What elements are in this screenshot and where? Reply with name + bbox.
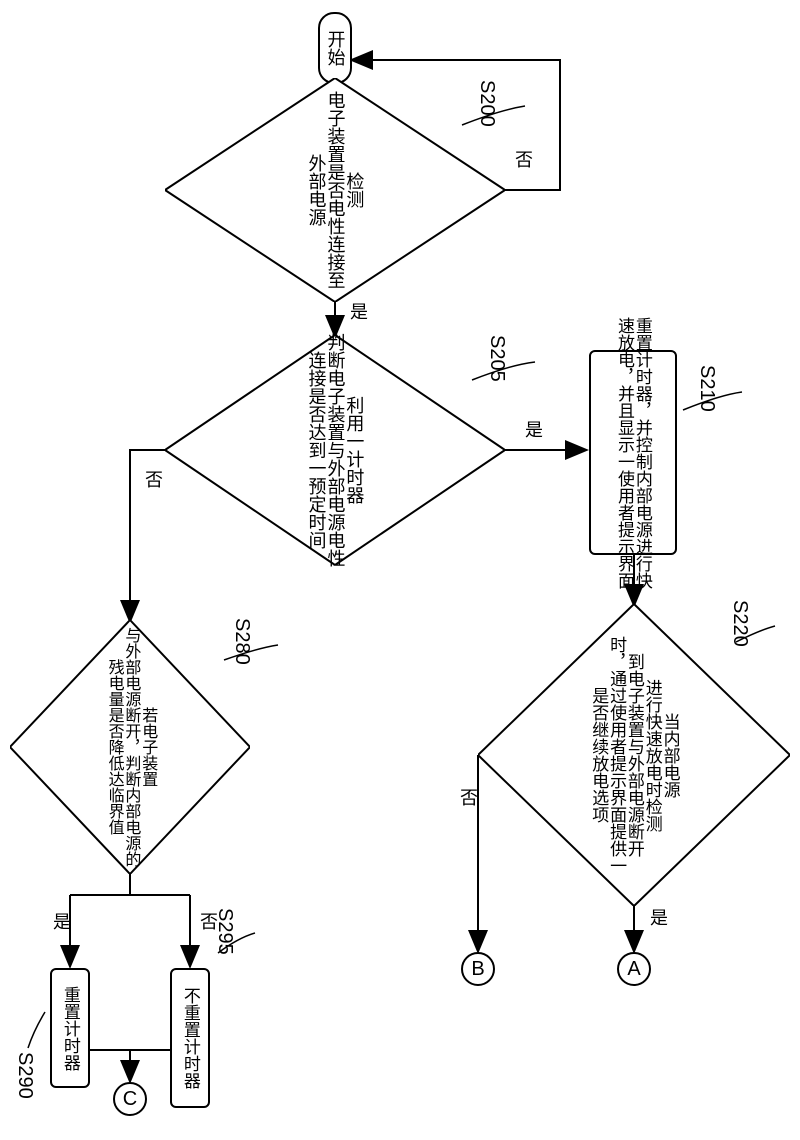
process-s290-text: 重置计时器: [61, 986, 79, 1071]
connector-b-label: B: [471, 958, 484, 981]
step-id-s290: S290: [13, 1052, 36, 1099]
connector-c-label: C: [123, 1088, 137, 1111]
s220-yes: 是: [645, 908, 671, 926]
process-s210-text: 重置计时器，并控制内部电源进行快 速放电，并且显示一使用者提示界面: [615, 317, 651, 589]
connector-c: C: [113, 1082, 147, 1116]
decision-s280: 若电子装置 与外部电源断开，判断内部电源的 残电量是否降低达临界值: [10, 620, 250, 874]
connector-b: B: [461, 952, 495, 986]
step-id-s205: S205: [485, 335, 508, 382]
connector-a: A: [617, 952, 651, 986]
connector-a-label: A: [627, 958, 640, 981]
process-s210: 重置计时器，并控制内部电源进行快 速放电，并且显示一使用者提示界面: [589, 350, 677, 555]
s220-no: 否: [455, 788, 481, 806]
s200-no: 否: [510, 150, 536, 168]
process-s290: 重置计时器: [50, 968, 90, 1088]
s200-yes: 是: [345, 302, 371, 320]
decision-s220: 当内部电源 进行快速放电时检测 到电子装置与外部电源断开 时，通过使用者提示界面…: [478, 604, 790, 906]
decision-s220-text: 当内部电源 进行快速放电时检测 到电子装置与外部电源断开 时，通过使用者提示界面…: [589, 636, 678, 874]
process-s295: 不重置计时器: [170, 968, 210, 1108]
decision-s200: 检测 电子装置是否电性连接至 外部电源: [165, 78, 505, 302]
step-id-s210: S210: [695, 365, 718, 412]
step-id-s295: S295: [213, 908, 236, 955]
start-label: 开始: [326, 30, 345, 66]
step-id-s200: S200: [475, 80, 498, 127]
s280-yes: 是: [48, 912, 74, 930]
decision-s205-text: 利用一计时器 判断电子装置与外部电源电性 连接是否达到一预定时间: [307, 333, 364, 567]
decision-s200-text: 检测 电子装置是否电性连接至 外部电源: [307, 91, 364, 289]
s205-yes: 是: [520, 420, 546, 438]
process-s295-text: 不重置计时器: [181, 987, 199, 1089]
start-terminal: 开始: [318, 12, 352, 84]
step-id-s280: S280: [230, 618, 253, 665]
decision-s205: 利用一计时器 判断电子装置与外部电源电性 连接是否达到一预定时间: [165, 335, 505, 565]
s205-no: 否: [140, 470, 166, 488]
decision-s280-text: 若电子装置 与外部电源断开，判断内部电源的 残电量是否降低达临界值: [105, 627, 155, 867]
step-id-s220: S220: [728, 600, 751, 647]
